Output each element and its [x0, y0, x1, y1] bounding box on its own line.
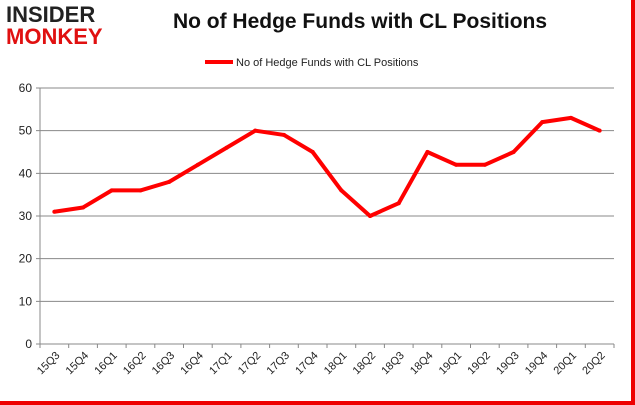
y-tick-label: 20	[19, 252, 33, 266]
y-tick-label: 50	[19, 124, 33, 138]
data-point	[253, 128, 258, 133]
x-tick-label: 19Q4	[523, 350, 551, 378]
x-tick-label: 17Q3	[265, 350, 293, 378]
y-tick-label: 0	[25, 337, 32, 351]
x-tick-label: 20Q1	[552, 350, 580, 378]
data-point	[52, 209, 57, 214]
x-tick-label: 18Q2	[351, 350, 379, 378]
y-tick-label: 10	[19, 294, 33, 308]
insider-monkey-logo: INSIDER MONKEY	[6, 4, 103, 48]
x-tick-label: 19Q3	[494, 350, 522, 378]
data-point	[454, 162, 459, 167]
series-line	[54, 115, 601, 218]
x-tick-label: 19Q2	[465, 350, 493, 378]
data-point	[597, 128, 602, 133]
x-tick-label: 16Q4	[178, 350, 206, 378]
data-point	[224, 145, 229, 150]
y-tick-label: 30	[19, 209, 33, 223]
x-tick-label: 20Q2	[580, 350, 608, 378]
x-tick-label: 19Q1	[437, 350, 465, 378]
y-tick-label: 60	[19, 81, 33, 95]
x-tick-label: 17Q1	[207, 350, 235, 378]
data-point	[482, 162, 487, 167]
data-point	[425, 150, 430, 154]
logo-line2: MONKEY	[6, 24, 103, 49]
x-tick-label: 16Q1	[92, 350, 120, 378]
x-tick-label: 15Q3	[35, 350, 63, 378]
data-point	[511, 150, 516, 154]
chart-title: No of Hedge Funds with CL Positions	[172, 10, 548, 33]
data-point	[396, 201, 401, 206]
x-tick-label: 18Q4	[408, 350, 436, 378]
y-tick-label: 40	[19, 166, 33, 180]
x-tick-label: 18Q3	[379, 350, 407, 378]
data-point	[281, 132, 286, 137]
data-point	[540, 120, 545, 125]
x-tick-label: 17Q4	[293, 350, 321, 378]
x-tick-label: 15Q4	[64, 350, 92, 378]
x-tick-label: 18Q1	[322, 350, 350, 378]
data-point	[568, 115, 573, 120]
data-point	[109, 188, 114, 193]
data-point	[81, 205, 86, 210]
data-point	[339, 188, 344, 193]
x-tick-label: 17Q2	[236, 350, 264, 378]
data-point	[310, 150, 315, 154]
data-point	[195, 162, 200, 167]
x-tick-label: 16Q3	[150, 350, 178, 378]
x-tick-label: 16Q2	[121, 350, 149, 378]
data-point	[138, 188, 143, 193]
legend-label: No of Hedge Funds with CL Positions	[236, 57, 419, 69]
data-point	[368, 214, 373, 218]
logo-line1: INSIDER	[6, 2, 96, 27]
data-point	[167, 179, 172, 184]
